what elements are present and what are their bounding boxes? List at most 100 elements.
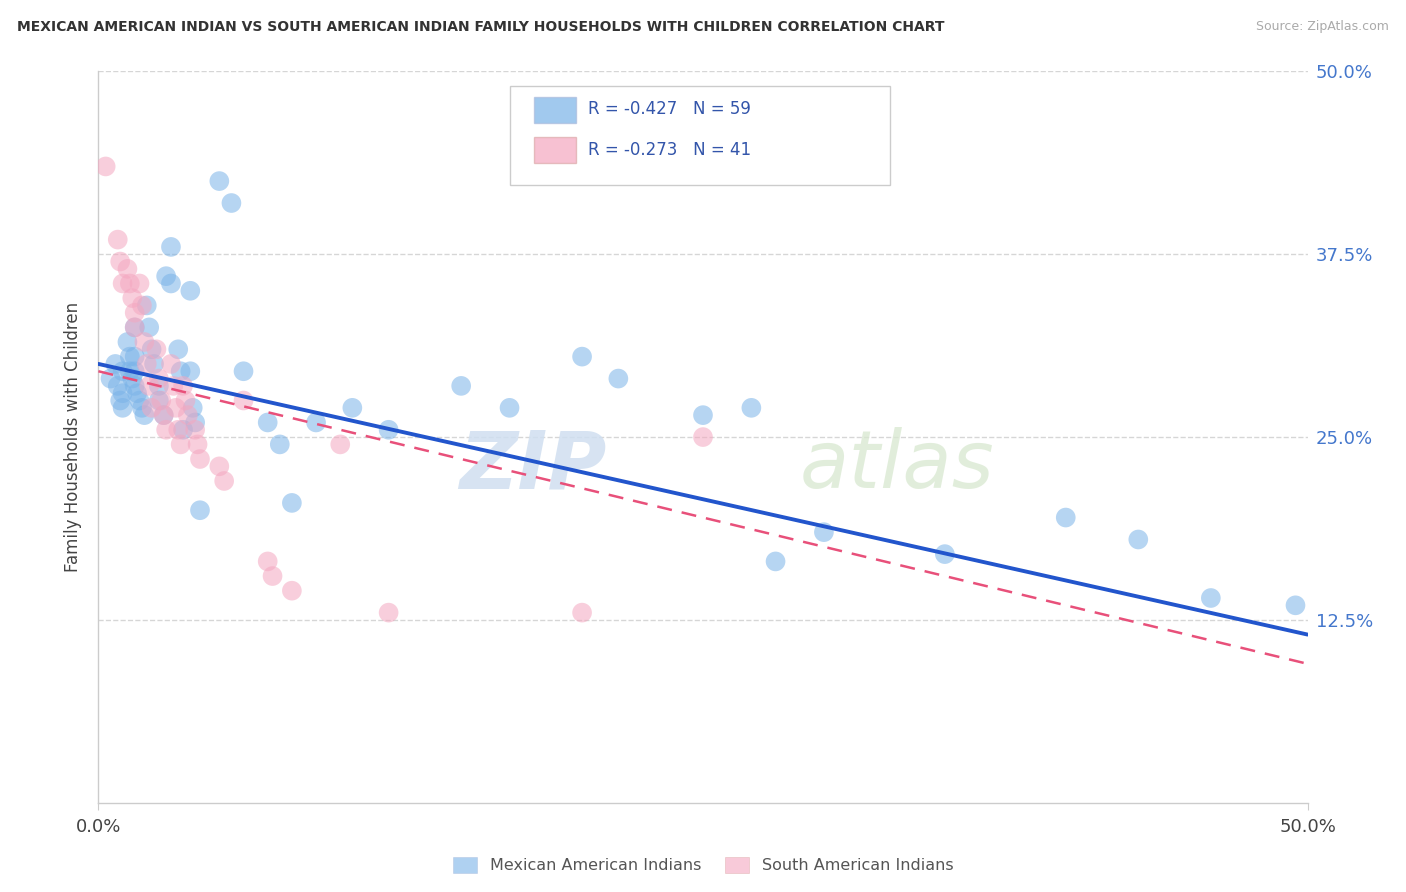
Point: [124, 320, 146, 334]
Point: [169, 364, 191, 378]
Point: [128, 393, 150, 408]
Point: [184, 416, 207, 430]
Point: [141, 343, 163, 357]
Point: [329, 437, 352, 451]
Point: [100, 371, 122, 385]
Point: [111, 364, 134, 378]
Point: [232, 393, 254, 408]
Point: [269, 437, 291, 451]
Text: R = -0.273   N = 41: R = -0.273 N = 41: [588, 141, 751, 159]
Point: [221, 196, 243, 211]
Point: [138, 320, 160, 334]
Point: [143, 357, 166, 371]
Point: [111, 386, 134, 401]
Point: [692, 430, 714, 444]
Point: [179, 284, 201, 298]
Point: [107, 379, 129, 393]
Point: [281, 496, 304, 510]
Point: [172, 423, 194, 437]
Point: [571, 350, 593, 364]
Point: [150, 393, 173, 408]
Point: [121, 371, 143, 385]
Point: [118, 350, 141, 364]
Point: [498, 401, 520, 415]
Point: [124, 379, 146, 393]
Point: [160, 277, 183, 291]
Legend: Mexican American Indians, South American Indians: Mexican American Indians, South American…: [446, 850, 960, 880]
FancyBboxPatch shape: [534, 97, 576, 122]
Point: [141, 401, 163, 415]
Point: [188, 503, 211, 517]
Point: [108, 254, 131, 268]
Point: [607, 371, 630, 385]
Point: [118, 277, 141, 291]
Point: [172, 379, 194, 393]
Point: [162, 379, 184, 393]
Point: [145, 343, 167, 357]
Point: [1199, 591, 1222, 605]
Point: [167, 343, 190, 357]
Text: atlas: atlas: [800, 427, 994, 506]
Point: [1284, 599, 1306, 613]
Point: [571, 606, 593, 620]
Point: [305, 416, 328, 430]
Point: [765, 554, 787, 568]
FancyBboxPatch shape: [534, 137, 576, 163]
Point: [108, 393, 131, 408]
Point: [131, 401, 153, 415]
Point: [740, 401, 762, 415]
Point: [181, 401, 204, 415]
Point: [134, 334, 156, 349]
Point: [107, 233, 129, 247]
Point: [262, 569, 284, 583]
Point: [148, 371, 170, 385]
Point: [187, 437, 209, 451]
Point: [174, 393, 197, 408]
Point: [124, 320, 146, 334]
Point: [148, 393, 170, 408]
Point: [256, 416, 278, 430]
Point: [179, 364, 201, 378]
Point: [121, 291, 143, 305]
Point: [232, 364, 254, 378]
Point: [1054, 510, 1077, 524]
Point: [160, 357, 183, 371]
Point: [135, 298, 157, 312]
Point: [138, 379, 160, 393]
Point: [94, 160, 117, 174]
Point: [813, 525, 835, 540]
Point: [134, 408, 156, 422]
Point: [124, 350, 146, 364]
Point: [188, 452, 211, 467]
Point: [152, 408, 174, 422]
Point: [127, 386, 149, 401]
Point: [212, 474, 235, 488]
Point: [167, 423, 190, 437]
Point: [208, 174, 231, 188]
Point: [117, 334, 139, 349]
Point: [169, 437, 191, 451]
Point: [152, 408, 174, 422]
Point: [135, 357, 157, 371]
Point: [177, 408, 200, 422]
Point: [160, 240, 183, 254]
FancyBboxPatch shape: [509, 86, 890, 185]
Point: [111, 277, 134, 291]
Y-axis label: Family Households with Children: Family Households with Children: [65, 302, 83, 572]
Point: [377, 606, 399, 620]
Point: [155, 423, 177, 437]
Point: [118, 364, 141, 378]
Text: Source: ZipAtlas.com: Source: ZipAtlas.com: [1256, 20, 1389, 33]
Point: [377, 423, 399, 437]
Point: [1128, 533, 1150, 547]
Point: [111, 401, 134, 415]
Point: [184, 423, 207, 437]
Point: [692, 408, 714, 422]
Text: ZIP: ZIP: [458, 427, 606, 506]
Point: [342, 401, 364, 415]
Point: [208, 459, 231, 474]
Point: [450, 379, 472, 393]
Point: [128, 277, 150, 291]
Point: [148, 379, 170, 393]
Point: [124, 306, 146, 320]
